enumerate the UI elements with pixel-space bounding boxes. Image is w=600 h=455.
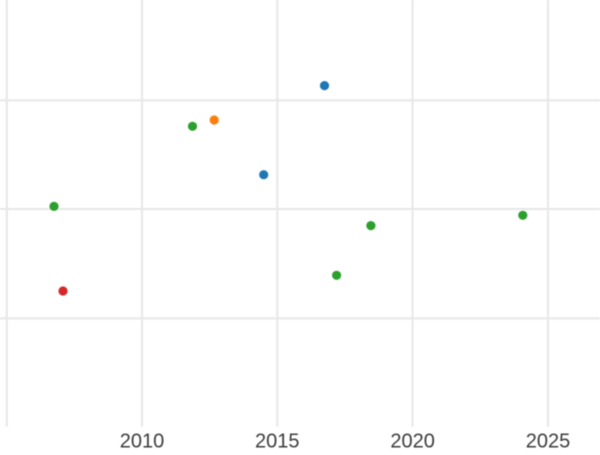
- svg-text:2015: 2015: [255, 430, 300, 450]
- svg-text:2025: 2025: [526, 430, 571, 450]
- svg-text:2020: 2020: [390, 430, 435, 450]
- svg-text:2010: 2010: [120, 430, 165, 450]
